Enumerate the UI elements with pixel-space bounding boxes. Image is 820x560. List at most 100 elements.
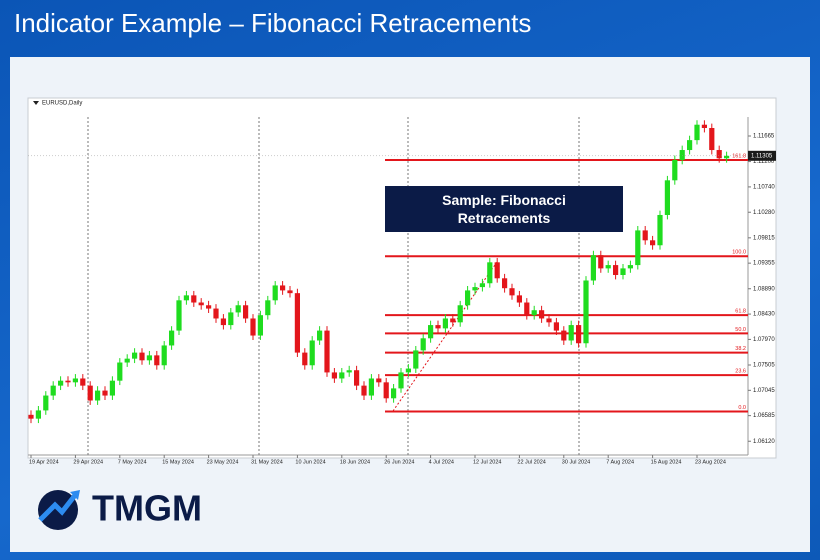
- candle-body: [302, 352, 308, 366]
- candle-body: [102, 390, 108, 396]
- y-tick-label: 1.07505: [753, 363, 775, 369]
- candle-body: [605, 265, 611, 269]
- candle-body: [709, 128, 715, 151]
- candle-body: [383, 382, 389, 399]
- candle-body: [272, 285, 278, 301]
- fib-label: 0.0: [738, 405, 746, 411]
- candle-body: [627, 265, 633, 269]
- y-tick-label: 1.11665: [753, 134, 775, 140]
- candle-body: [391, 388, 397, 399]
- y-tick-label: 1.09815: [753, 235, 775, 241]
- candle-body: [457, 305, 463, 323]
- candle-body: [435, 325, 441, 329]
- candle-body: [65, 380, 71, 383]
- candle-body: [28, 414, 34, 419]
- candle-body: [509, 288, 515, 296]
- candle-body: [450, 318, 456, 323]
- candle-body: [413, 350, 419, 369]
- candle-body: [583, 280, 589, 344]
- candle-body: [650, 240, 656, 246]
- candle-body: [346, 370, 352, 373]
- candle-body: [664, 180, 670, 215]
- logo-arrowhead: [70, 490, 80, 500]
- candle-body: [280, 285, 286, 291]
- candle-body: [213, 308, 219, 319]
- candle-body: [561, 330, 567, 341]
- y-tick-label: 1.10740: [753, 184, 775, 190]
- candle-body: [442, 318, 448, 329]
- candle-body: [405, 368, 411, 373]
- candle-body: [398, 372, 404, 389]
- fib-label: 38.2: [735, 346, 746, 352]
- y-tick-label: 1.06585: [753, 413, 775, 419]
- chart-frame: [27, 97, 777, 459]
- last-price-label: 1.11305: [751, 153, 773, 159]
- candle-body: [590, 255, 596, 281]
- x-tick-label: 4 Jul 2024: [429, 459, 454, 465]
- y-tick-label: 1.08430: [753, 312, 775, 318]
- candle-body: [72, 378, 78, 383]
- candle-body: [43, 395, 49, 411]
- candle-body: [265, 300, 271, 316]
- candle-body: [198, 302, 204, 306]
- logo-arrow: [38, 492, 78, 522]
- candle-body: [124, 358, 130, 363]
- candle-body: [553, 322, 559, 331]
- candle-body: [324, 330, 330, 373]
- candle-body: [250, 318, 256, 336]
- annotation: Sample: Fibonacci Retracements: [385, 186, 623, 232]
- x-tick-label: 18 Jun 2024: [340, 459, 370, 465]
- candle-body: [50, 385, 56, 396]
- candle-body: [368, 378, 374, 396]
- candle-body: [294, 293, 300, 353]
- candle-body: [568, 325, 574, 341]
- candle-body: [657, 214, 663, 246]
- candle-body: [479, 283, 485, 288]
- candle-body: [146, 355, 152, 361]
- y-tick-label: 1.10280: [753, 210, 775, 216]
- y-tick-label: 1.08890: [753, 286, 775, 292]
- candle-body: [376, 378, 382, 383]
- x-tick-label: 12 Jul 2024: [473, 459, 501, 465]
- candle-body: [642, 230, 648, 241]
- candle-body: [598, 255, 604, 269]
- candle-body: [257, 315, 263, 336]
- symbol-icon: [33, 101, 39, 105]
- candle-body: [679, 150, 685, 160]
- y-tick-label: 1.09355: [753, 261, 775, 267]
- candle-body: [109, 380, 115, 396]
- candle-body: [472, 287, 478, 291]
- candle-body: [339, 372, 345, 379]
- candle-body: [287, 290, 293, 294]
- candle-body: [546, 318, 552, 323]
- candle-body: [35, 410, 41, 419]
- candle-body: [309, 340, 315, 366]
- candle-body: [687, 140, 693, 151]
- candle-body: [176, 300, 182, 331]
- candle-body: [117, 362, 123, 381]
- x-tick-label: 23 May 2024: [207, 459, 239, 465]
- logo: TMGM: [38, 488, 202, 530]
- candle-body: [58, 380, 64, 386]
- candle-body: [87, 385, 93, 401]
- candle-body: [516, 295, 522, 303]
- x-tick-label: 23 Aug 2024: [695, 459, 726, 465]
- x-tick-label: 7 Aug 2024: [606, 459, 634, 465]
- brand: TMGM: [92, 488, 202, 529]
- candle-body: [539, 310, 545, 319]
- last-price-box: [748, 150, 776, 161]
- candle-body: [331, 372, 337, 379]
- fib-label: 50.0: [735, 327, 746, 333]
- candle-body: [161, 345, 167, 366]
- y-tick-label: 1.07045: [753, 388, 775, 394]
- fib-label: 161.8: [732, 153, 746, 159]
- candle-body: [80, 378, 86, 386]
- x-tick-label: 31 May 2024: [251, 459, 283, 465]
- candle-body: [724, 155, 730, 159]
- y-tick-label: 1.11200: [753, 159, 775, 165]
- candle-body: [191, 295, 197, 303]
- y-tick-label: 1.07970: [753, 337, 775, 343]
- candle-body: [139, 352, 145, 361]
